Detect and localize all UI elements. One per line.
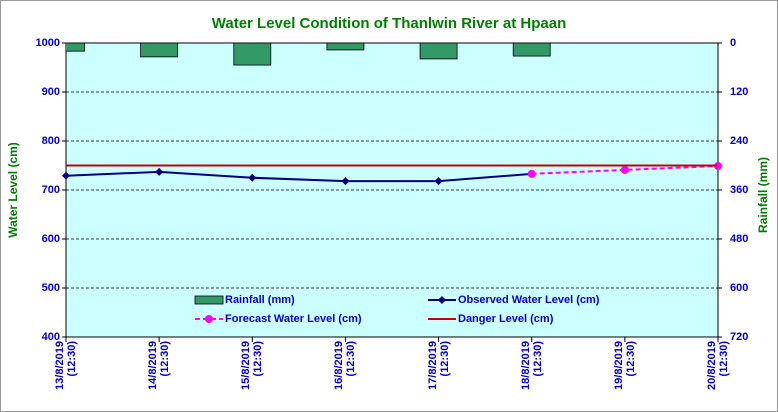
- y2-tick-label: 600: [730, 282, 748, 294]
- x-tick-label: 15/8/2019 (12:30): [240, 341, 265, 390]
- point: [620, 165, 629, 174]
- legend-marker: [438, 296, 446, 304]
- y-axis-title: Water Level (cm): [6, 142, 20, 238]
- y-tick-label: 400: [42, 331, 60, 343]
- y2-tick-label: 0: [730, 37, 736, 49]
- chart-title: Water Level Condition of Thanlwin River …: [212, 15, 566, 32]
- bars: [66, 43, 551, 66]
- y-tick-label: 800: [42, 135, 60, 147]
- x-tick-label: 20/8/2019 (12:30): [706, 341, 730, 390]
- bar: [66, 43, 85, 52]
- legend-label: Observed Water Level (cm): [458, 294, 600, 306]
- y-tick-label: 600: [42, 233, 60, 245]
- bar: [512, 43, 551, 57]
- y-tick-label: 500: [42, 282, 60, 294]
- x-tick-label: 18/8/2019 (12:30): [519, 341, 544, 390]
- legend-label: Danger Level (cm): [458, 313, 554, 325]
- bar: [233, 43, 272, 66]
- x-tick-label: 16/8/2019 (12:30): [333, 341, 358, 390]
- y2-tick-label: 240: [730, 135, 748, 147]
- y-tick-label: 1000: [36, 37, 60, 49]
- line: [65, 170, 532, 183]
- line: [531, 164, 719, 175]
- x-tick-label: 13/8/2019 (12:30): [54, 341, 78, 390]
- point: [248, 173, 257, 182]
- legend-swatch: [194, 295, 224, 305]
- x-tick-label: 17/8/2019 (12:30): [426, 341, 451, 390]
- point: [155, 167, 164, 176]
- legend-marker: [205, 315, 213, 323]
- y2-tick-label: 360: [730, 184, 748, 196]
- legend-label: Forecast Water Level (cm): [225, 313, 362, 325]
- legend-label: Rainfall (mm): [225, 294, 295, 306]
- y-tick-label: 700: [42, 184, 60, 196]
- point: [341, 177, 350, 186]
- x-tick-label: 14/8/2019 (12:30): [147, 341, 172, 390]
- bar: [140, 43, 179, 58]
- point: [527, 169, 536, 178]
- y2-tick-label: 120: [730, 86, 748, 98]
- y-tick-label: 900: [42, 86, 60, 98]
- y2-tick-label: 720: [730, 331, 748, 343]
- point: [434, 177, 443, 186]
- y2-tick-label: 480: [730, 233, 748, 245]
- bar: [419, 43, 458, 60]
- y2-axis-title: Rainfall (mm): [756, 157, 770, 233]
- x-tick-label: 19/8/2019 (12:30): [612, 341, 637, 390]
- point: [62, 171, 70, 180]
- bar: [326, 43, 365, 51]
